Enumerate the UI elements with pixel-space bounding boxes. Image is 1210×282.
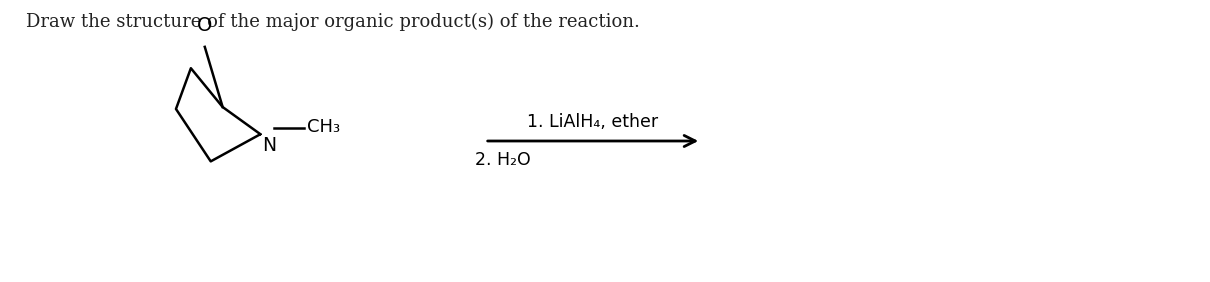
Text: N: N	[263, 136, 277, 155]
Text: 1. LiAlH₄, ether: 1. LiAlH₄, ether	[528, 113, 658, 131]
Text: Draw the structure of the major organic product(s) of the reaction.: Draw the structure of the major organic …	[25, 12, 640, 31]
Text: O: O	[197, 16, 213, 35]
Text: 2. H₂O: 2. H₂O	[474, 151, 531, 169]
Text: CH₃: CH₃	[307, 118, 340, 136]
